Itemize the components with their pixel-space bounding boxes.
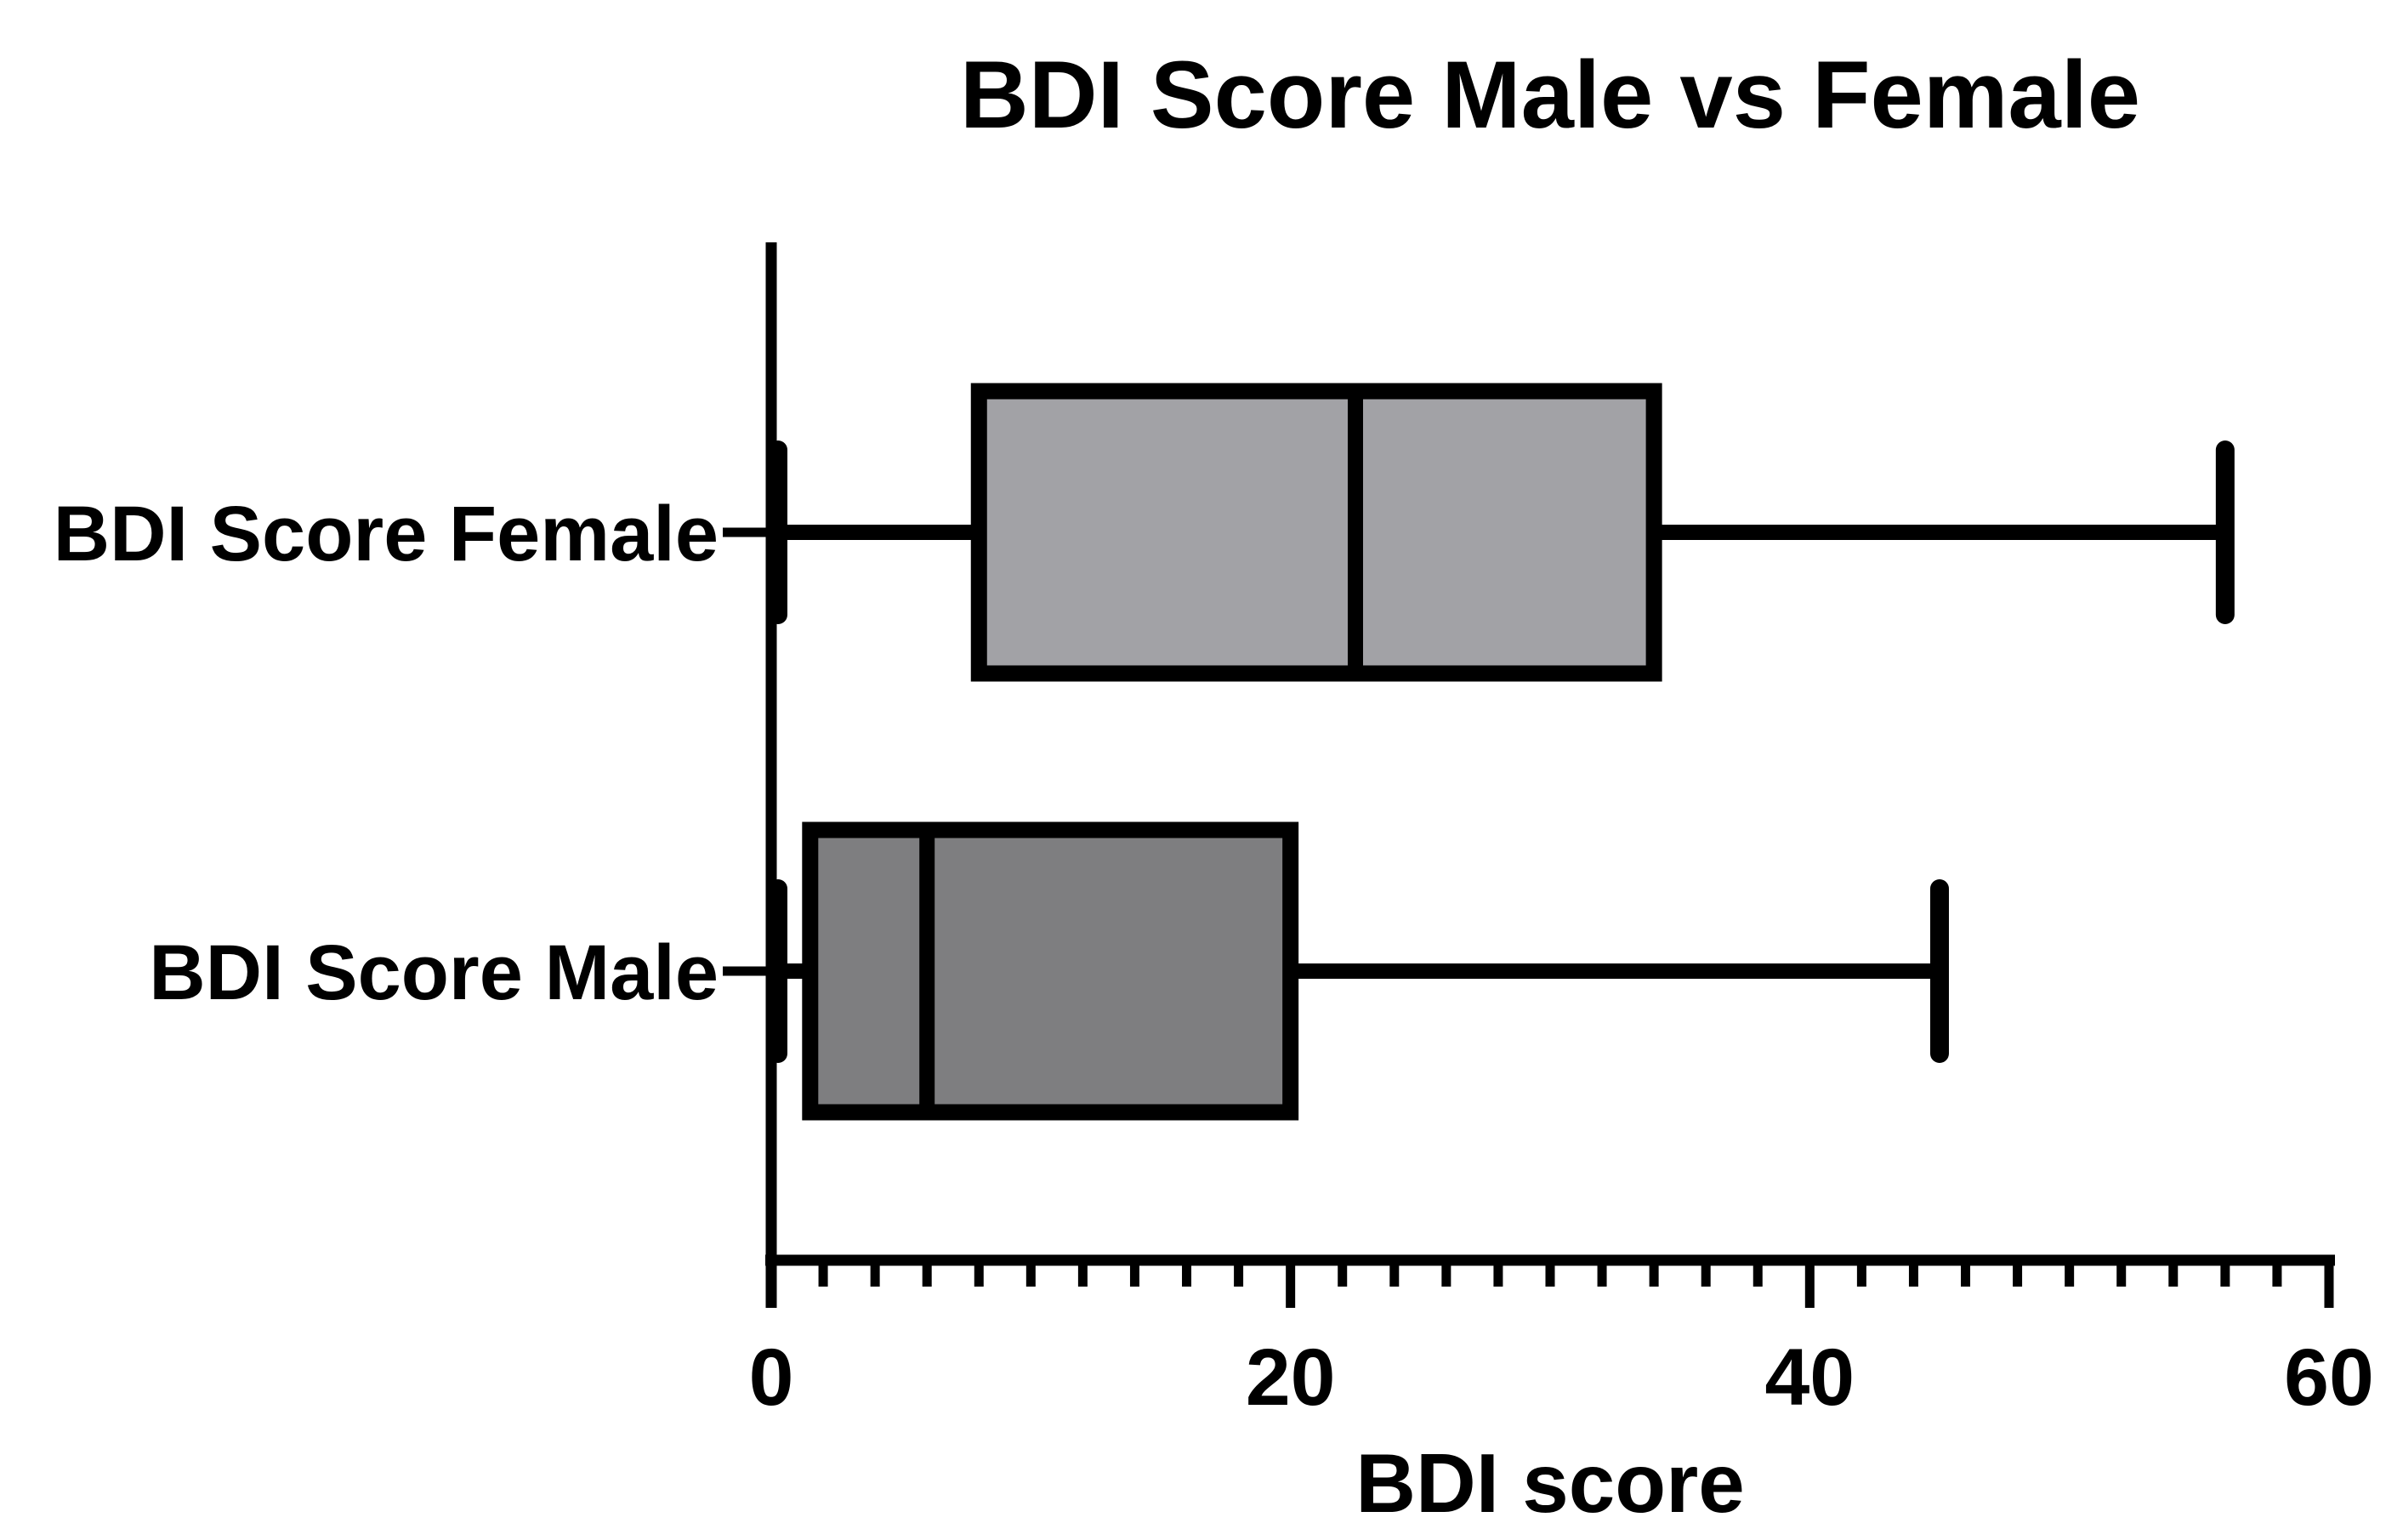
x-axis-title: BDI score bbox=[1355, 1436, 1745, 1530]
x-axis-tick-label: 20 bbox=[1246, 1333, 1336, 1423]
chart-title: BDI Score Male vs Female bbox=[960, 42, 2140, 148]
box-row bbox=[723, 383, 2235, 682]
x-axis-tick-label: 60 bbox=[2284, 1333, 2374, 1423]
x-axis-tick-label: 40 bbox=[1764, 1333, 1855, 1423]
iqr-box bbox=[802, 821, 1299, 1121]
box-row bbox=[723, 821, 1949, 1121]
x-axis-tick-label: 0 bbox=[749, 1333, 794, 1423]
x-axis-ticks: 0 20 40 60 bbox=[749, 1260, 2374, 1423]
y-category-label-female: BDI Score Female bbox=[54, 491, 719, 577]
y-category-label-male: BDI Score Male bbox=[149, 929, 719, 1016]
box-series bbox=[723, 383, 2235, 1121]
iqr-box bbox=[970, 383, 1662, 682]
